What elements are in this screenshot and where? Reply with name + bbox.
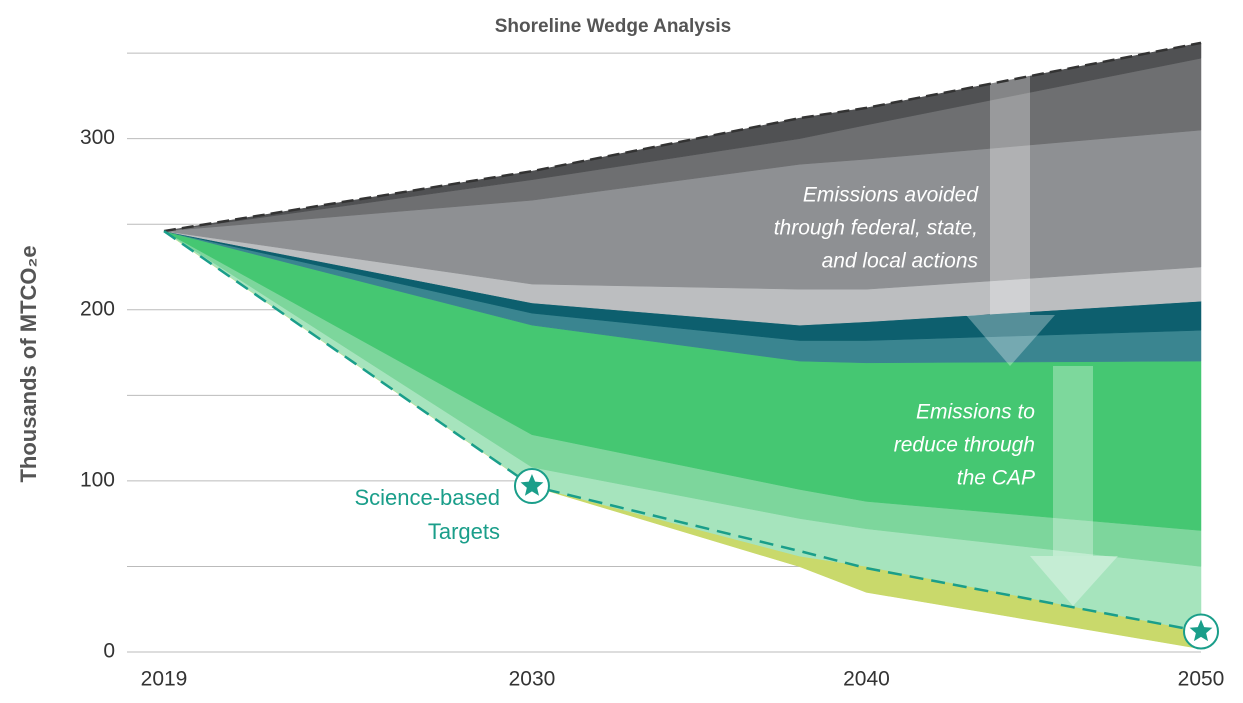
annotation: Emissions to	[916, 401, 1035, 424]
x-tick-label: 2040	[843, 668, 890, 691]
y-tick-label: 0	[103, 640, 115, 663]
arrows	[966, 70, 1118, 606]
arrow-head	[966, 315, 1055, 366]
arrow-shaft	[1053, 366, 1093, 556]
y-axis-label: Thousands of MTCO₂e	[16, 245, 41, 482]
arrow-shaft	[990, 70, 1030, 315]
x-tick-label: 2019	[141, 668, 188, 691]
target-label: Targets	[428, 519, 500, 544]
target-star	[1189, 619, 1213, 642]
y-tick-label: 200	[80, 297, 115, 320]
annotation: Emissions avoided	[803, 184, 979, 207]
overlay: Science-based Targets Emissions avoided thr…	[163, 41, 1219, 650]
chart-title: Shoreline Wedge Analysis	[495, 16, 732, 37]
y-tick-label: 300	[80, 126, 115, 149]
annotation: through federal, state,	[774, 217, 978, 240]
annotation: reduce through	[894, 434, 1035, 457]
areas	[163, 42, 1202, 650]
annotation: and local actions	[822, 250, 979, 273]
arrow-head	[1030, 556, 1118, 606]
y-tick-label: 100	[80, 468, 115, 491]
annotation: the CAP	[957, 467, 1035, 490]
x-tick-label: 2030	[509, 668, 556, 691]
target-line	[163, 230, 1202, 633]
x-tick-label: 2050	[1178, 668, 1225, 691]
target-label: Science-based	[354, 485, 500, 510]
target-star	[520, 474, 544, 496]
